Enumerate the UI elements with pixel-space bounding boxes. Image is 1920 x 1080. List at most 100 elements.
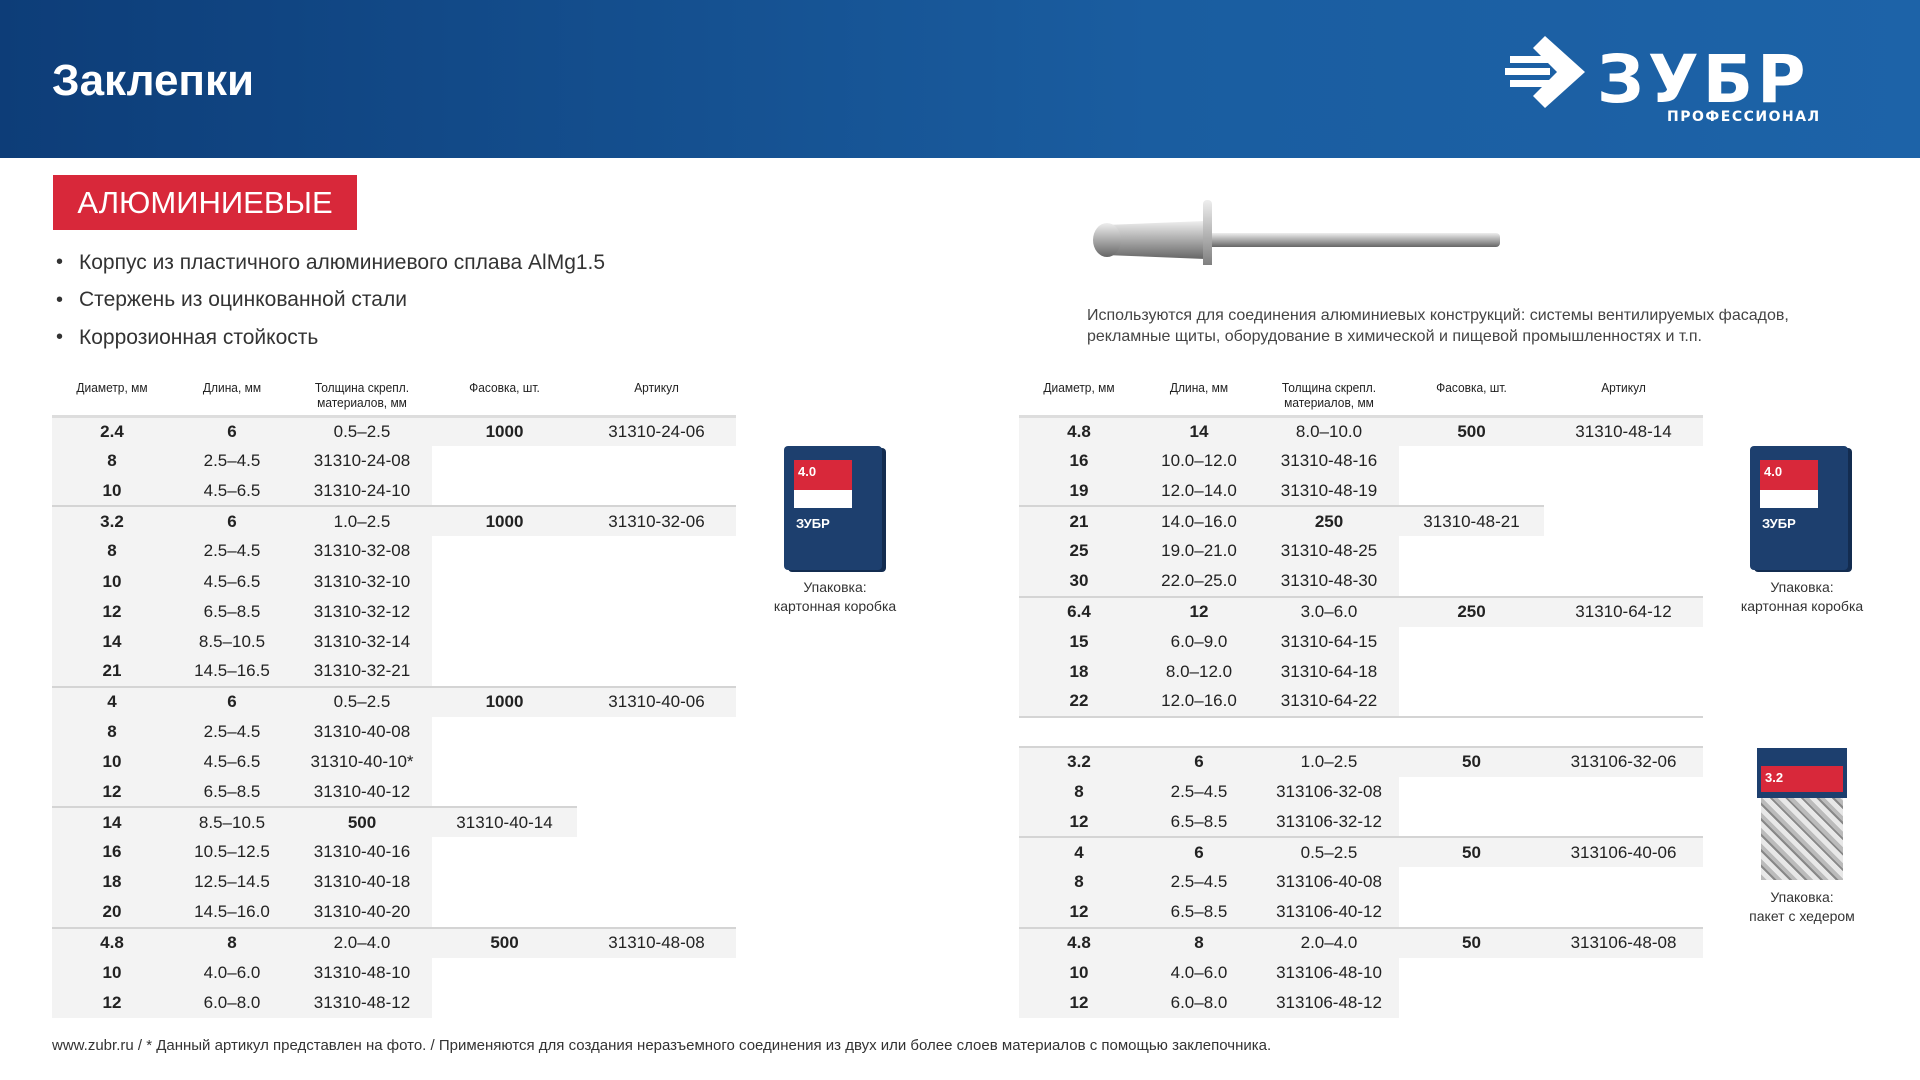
length-cell: 20 <box>52 897 172 928</box>
thickness-cell: 14.5–16.0 <box>172 897 292 928</box>
right-spec-table: Диаметр, мм Длина, мм Толщина скрепл. мате… <box>1019 372 1703 1018</box>
column-header: Диаметр, мм <box>1023 372 1135 418</box>
article-cell: 31310-32-10 <box>292 566 432 597</box>
article-cell: 313106-48-10 <box>1259 957 1399 988</box>
length-cell: 18 <box>52 867 172 898</box>
pack-cell: 1000 <box>432 685 577 717</box>
length-cell: 22 <box>1019 686 1139 717</box>
rivet-image <box>1085 195 1545 280</box>
length-cell: 14 <box>52 806 172 838</box>
length-cell: 6 <box>172 505 292 537</box>
table-row: 25 19.0–21.0 31310-48-25 <box>1019 536 1703 567</box>
table-row: 12 6.5–8.5 313106-40-12 <box>1019 897 1703 928</box>
table-row: 3.2 6 1.0–2.5 50 313106-32-06 <box>1019 745 1703 778</box>
thickness-cell: 0.5–2.5 <box>292 414 432 447</box>
table-row: 21 14.0–16.0 250 31310-48-21 <box>1019 505 1703 537</box>
page-title: Заклепки <box>52 56 255 105</box>
article-cell: 31310-48-12 <box>292 987 432 1018</box>
thickness-cell: 4.0–6.0 <box>172 957 292 988</box>
table-row: 14 8.5–10.5 31310-32-14 <box>52 626 736 657</box>
pack-cell: 50 <box>1399 836 1544 868</box>
table-row: 6.4 12 3.0–6.0 250 31310-64-12 <box>1019 595 1703 627</box>
thickness-cell: 4.5–6.5 <box>172 566 292 597</box>
box-package-caption: Упаковка: картонная коробка <box>1740 579 1864 614</box>
article-cell: 31310-64-22 <box>1259 686 1399 717</box>
length-cell: 12 <box>52 777 172 808</box>
table-row: 4 6 0.5–2.5 50 313106-40-06 <box>1019 836 1703 868</box>
length-cell: 25 <box>1019 536 1139 567</box>
thickness-cell: 8.5–10.5 <box>172 626 292 657</box>
column-header: Артикул <box>1550 372 1697 418</box>
column-header: Длина, мм <box>176 372 288 418</box>
length-cell: 8 <box>52 536 172 567</box>
left-spec-table: Диаметр, мм Длина, мм Толщина скрепл. мате… <box>52 372 736 1018</box>
column-header: Длина, мм <box>1143 372 1255 418</box>
table-row: 16 10.5–12.5 31310-40-16 <box>52 837 736 868</box>
length-cell: 8 <box>1019 867 1139 898</box>
thickness-cell: 2.5–4.5 <box>172 446 292 477</box>
thickness-cell: 10.5–12.5 <box>172 837 292 868</box>
thickness-cell: 10.0–12.0 <box>1139 446 1259 477</box>
box-package-caption: Упаковка: картонная коробка <box>773 579 897 614</box>
article-cell: 31310-48-10 <box>292 957 432 988</box>
pack-cell: 50 <box>1399 926 1544 958</box>
thickness-cell: 6.5–8.5 <box>172 777 292 808</box>
feature-list: Корпус из пластичного алюминиевого сплав… <box>56 244 605 357</box>
table-row: 16 10.0–12.0 31310-48-16 <box>1019 446 1703 477</box>
article-cell: 31310-40-08 <box>292 716 432 748</box>
thickness-cell: 6.5–8.5 <box>1139 897 1259 928</box>
diameter-cell: 4.8 <box>1019 926 1139 958</box>
length-cell: 8 <box>52 716 172 748</box>
category-badge: АЛЮМИНИЕВЫЕ <box>53 175 357 230</box>
length-cell: 18 <box>1019 656 1139 687</box>
table-row: 14 8.5–10.5 500 31310-40-14 <box>52 806 736 838</box>
thickness-cell: 0.5–2.5 <box>1259 836 1399 868</box>
thickness-cell: 2.5–4.5 <box>172 536 292 567</box>
feature-item: Корпус из пластичного алюминиевого сплав… <box>56 244 605 282</box>
length-cell: 10 <box>52 566 172 597</box>
article-cell: 313106-32-12 <box>1259 807 1399 838</box>
thickness-cell: 22.0–25.0 <box>1139 566 1259 597</box>
table-row: 20 14.5–16.0 31310-40-20 <box>52 897 736 928</box>
article-cell: 31310-64-18 <box>1259 656 1399 687</box>
thickness-cell: 6.0–8.0 <box>1139 987 1259 1018</box>
table-row: 10 4.5–6.5 31310-32-10 <box>52 566 736 597</box>
table-row: 15 6.0–9.0 31310-64-15 <box>1019 626 1703 657</box>
thickness-cell: 2.5–4.5 <box>1139 777 1259 808</box>
diameter-cell: 4.8 <box>52 926 172 958</box>
header-banner: Заклепки ЗУБР ПРОФЕССИОНАЛ <box>0 0 1920 158</box>
article-cell: 31310-48-19 <box>1259 476 1399 507</box>
thickness-cell: 8.0–10.0 <box>1259 414 1399 447</box>
length-cell: 10 <box>52 747 172 778</box>
thickness-cell: 19.0–21.0 <box>1139 536 1259 567</box>
length-cell: 8 <box>1139 926 1259 958</box>
table-row: 22 12.0–16.0 31310-64-22 <box>1019 686 1703 717</box>
article-cell: 31310-64-15 <box>1259 626 1399 657</box>
table-row: 8 2.5–4.5 313106-32-08 <box>1019 777 1703 808</box>
length-cell: 16 <box>1019 446 1139 477</box>
pack-cell: 500 <box>1399 414 1544 447</box>
article-cell: 31310-40-10* <box>292 747 432 778</box>
pack-cell: 500 <box>292 806 432 838</box>
table-row: 12 6.5–8.5 313106-32-12 <box>1019 807 1703 838</box>
article-cell: 313106-32-08 <box>1259 777 1399 808</box>
article-cell: 313106-32-06 <box>1544 745 1703 778</box>
thickness-cell: 6.5–8.5 <box>1139 807 1259 838</box>
table-row: 19 12.0–14.0 31310-48-19 <box>1019 476 1703 507</box>
table-row: 4.8 8 2.0–4.0 50 313106-48-08 <box>1019 926 1703 958</box>
table-row: 10 4.5–6.5 31310-40-10* <box>52 747 736 778</box>
thickness-cell: 3.0–6.0 <box>1259 595 1399 627</box>
feature-item: Коррозионная стойкость <box>56 319 605 357</box>
table-row: 8 2.5–4.5 313106-40-08 <box>1019 867 1703 898</box>
thickness-cell: 2.0–4.0 <box>1259 926 1399 958</box>
diameter-cell: 3.2 <box>52 505 172 537</box>
length-cell: 8 <box>52 446 172 477</box>
feature-item: Стержень из оцинкованной стали <box>56 282 605 320</box>
length-cell: 6 <box>1139 745 1259 778</box>
thickness-cell: 1.0–2.5 <box>1259 745 1399 778</box>
thickness-cell: 0.5–2.5 <box>292 685 432 717</box>
svg-text:ЗУБР: ЗУБР <box>1597 41 1809 118</box>
table-row: 10 4.0–6.0 31310-48-10 <box>52 957 736 988</box>
table-row: 18 12.5–14.5 31310-40-18 <box>52 867 736 898</box>
pack-cell: 250 <box>1259 505 1399 537</box>
